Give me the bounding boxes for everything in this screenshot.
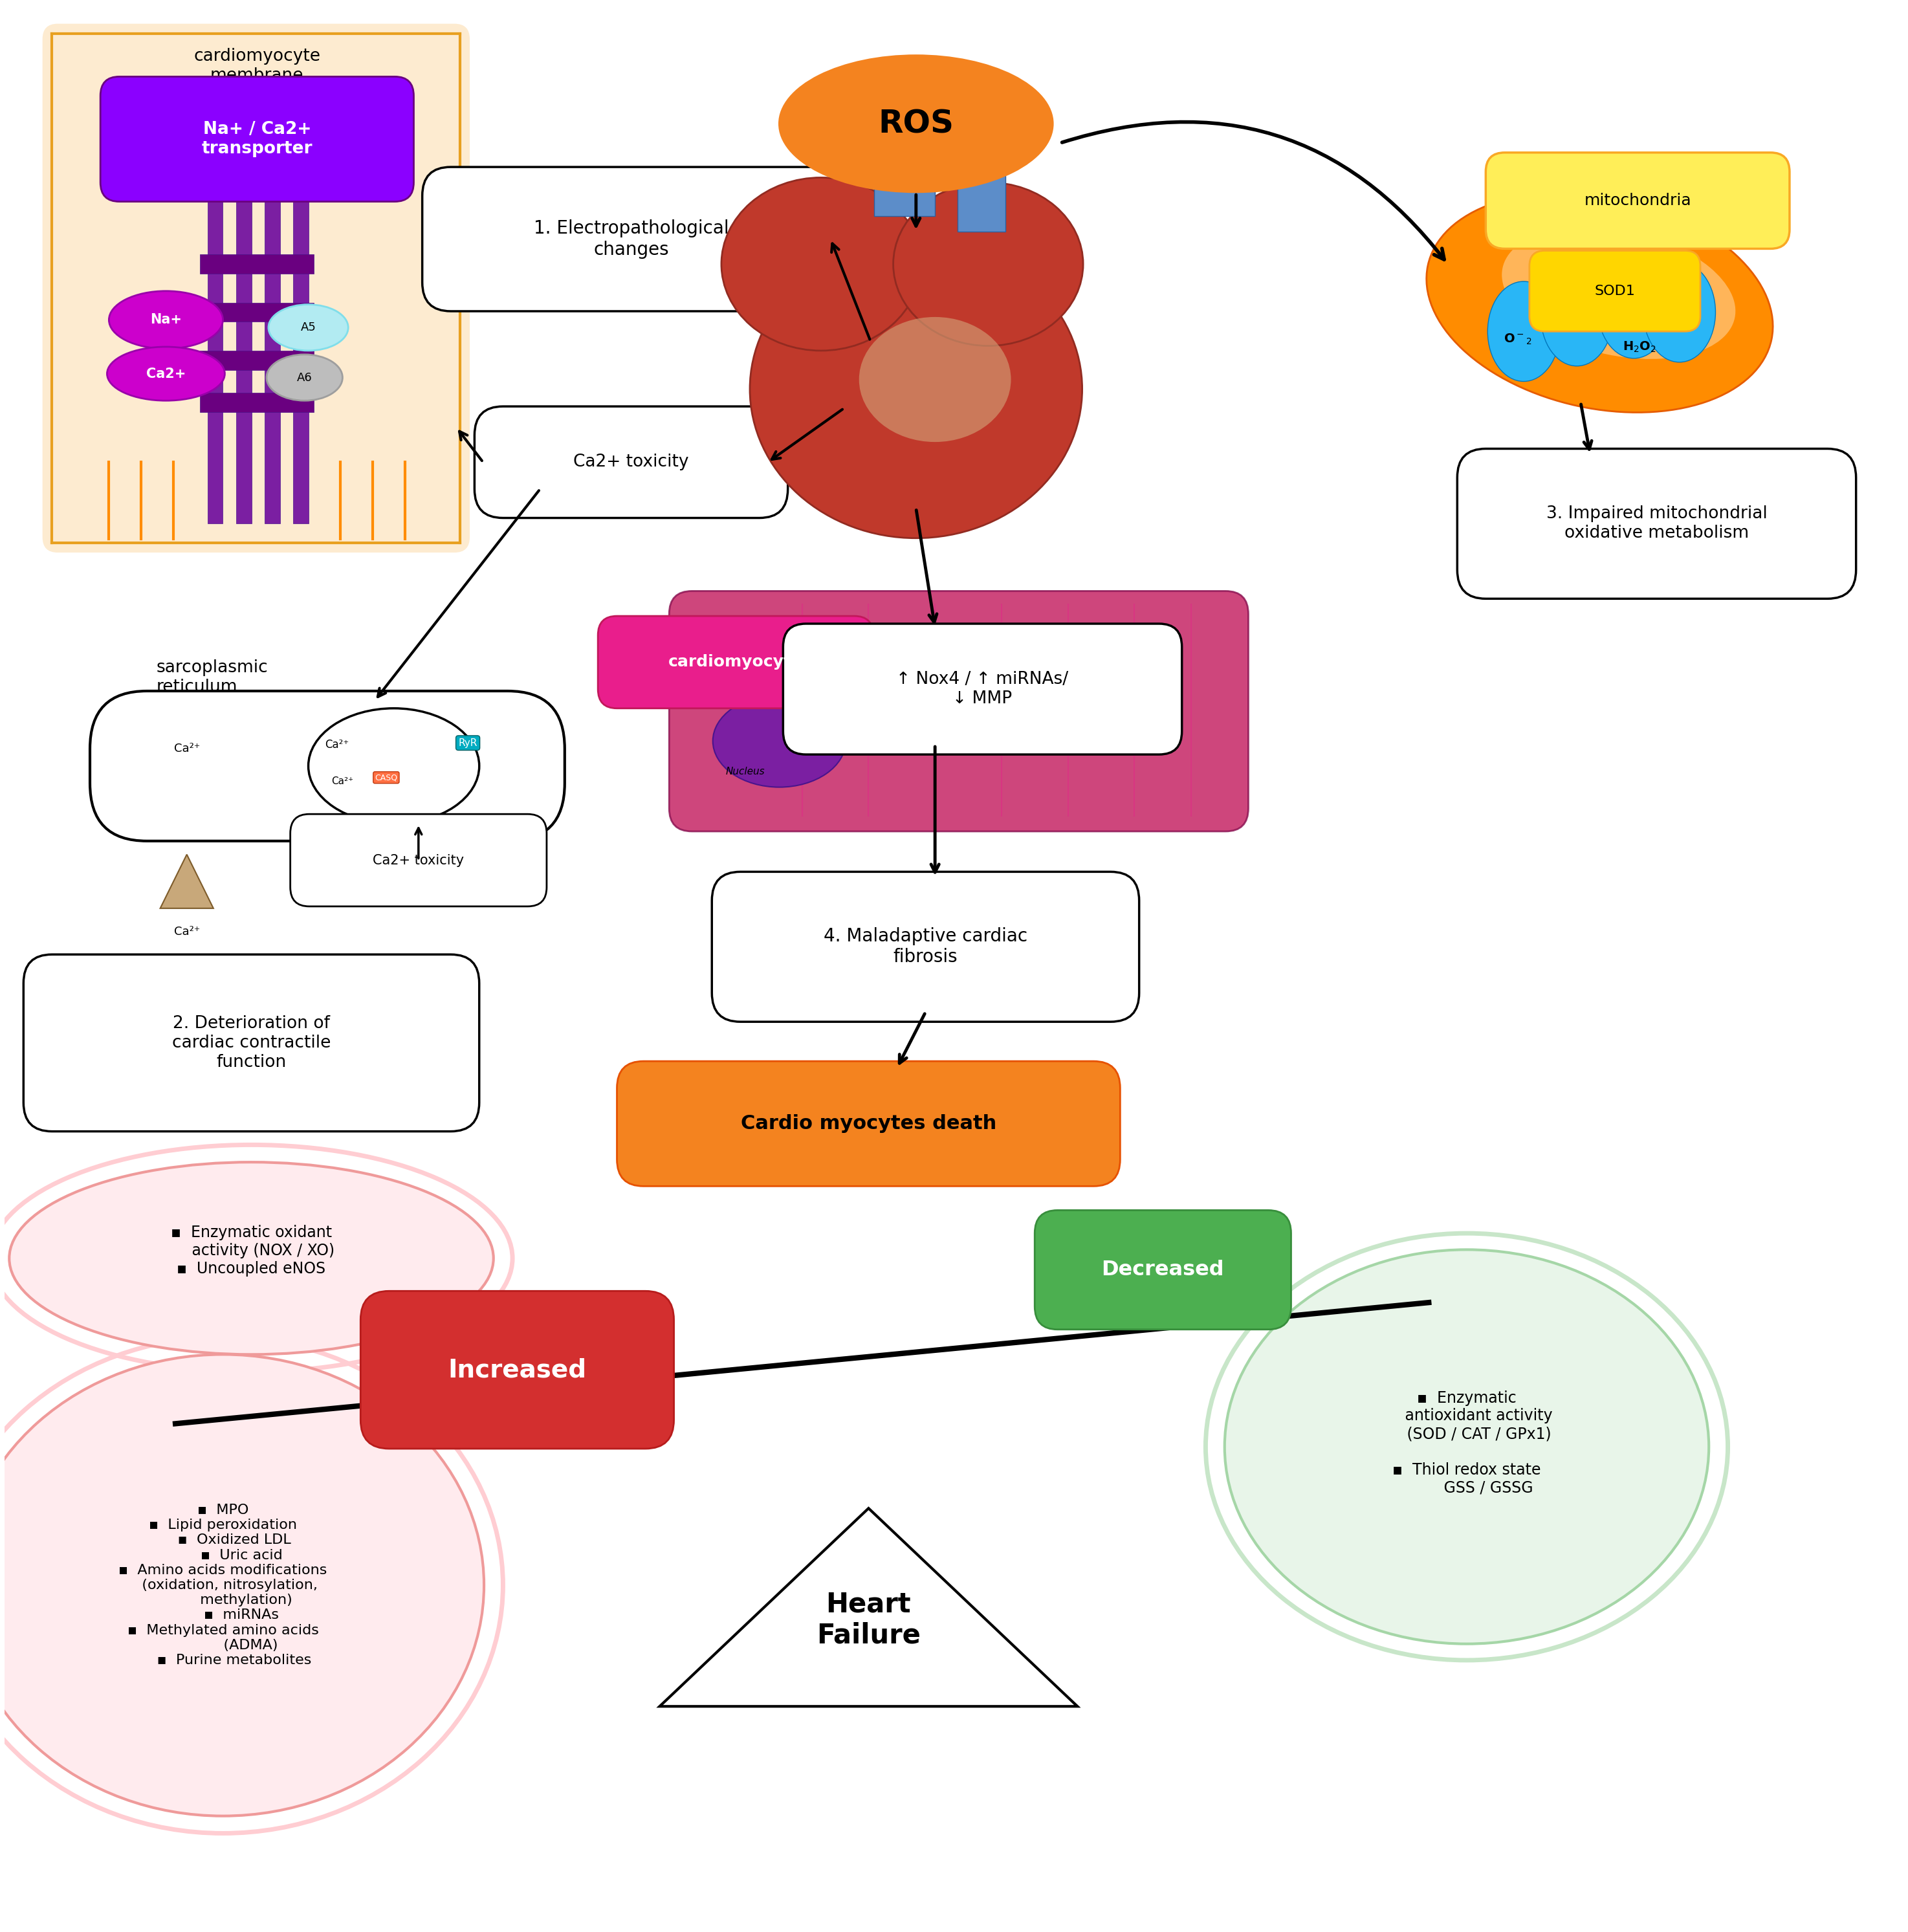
Text: Increased: Increased: [448, 1358, 586, 1381]
FancyBboxPatch shape: [361, 1291, 674, 1449]
Text: Decreased: Decreased: [1101, 1260, 1225, 1279]
Ellipse shape: [859, 317, 1011, 442]
Bar: [208, 197, 223, 524]
Text: Cardio myocytes death: Cardio myocytes death: [740, 1115, 996, 1132]
Ellipse shape: [778, 54, 1053, 193]
Text: Heart
Failure: Heart Failure: [817, 1590, 920, 1650]
Text: cardiomyocyte: cardiomyocyte: [668, 655, 803, 670]
Ellipse shape: [893, 182, 1084, 346]
Text: Ca²⁺: Ca²⁺: [332, 777, 353, 786]
Text: 1. Electropathological
changes: 1. Electropathological changes: [534, 220, 729, 259]
Text: Na+ / Ca2+
transporter: Na+ / Ca2+ transporter: [202, 122, 313, 156]
Text: Na+: Na+: [151, 313, 181, 327]
Text: A6: A6: [298, 371, 313, 383]
Text: mitochondria: mitochondria: [1584, 193, 1690, 209]
Ellipse shape: [1225, 1250, 1710, 1644]
FancyBboxPatch shape: [670, 591, 1248, 831]
Ellipse shape: [269, 305, 349, 350]
FancyBboxPatch shape: [90, 692, 565, 840]
Ellipse shape: [714, 696, 845, 786]
Text: Ca²⁺: Ca²⁺: [174, 925, 200, 937]
Ellipse shape: [1502, 226, 1736, 359]
Text: Ca²⁺: Ca²⁺: [324, 740, 349, 752]
Bar: [874, 100, 935, 216]
Text: SOD1: SOD1: [1595, 284, 1635, 298]
Ellipse shape: [1427, 193, 1773, 412]
Ellipse shape: [750, 240, 1082, 539]
Ellipse shape: [309, 709, 479, 823]
Text: Ca2+: Ca2+: [147, 367, 185, 381]
FancyBboxPatch shape: [616, 1061, 1120, 1186]
FancyBboxPatch shape: [712, 871, 1139, 1022]
Text: Ca2+ toxicity: Ca2+ toxicity: [574, 454, 689, 471]
Ellipse shape: [1597, 259, 1669, 357]
Bar: [958, 126, 1006, 232]
Ellipse shape: [721, 178, 922, 350]
Text: H$_2$O$_2$: H$_2$O$_2$: [1624, 340, 1656, 354]
Text: 3. Impaired mitochondrial
oxidative metabolism: 3. Impaired mitochondrial oxidative meta…: [1545, 506, 1767, 541]
FancyBboxPatch shape: [782, 624, 1181, 755]
FancyBboxPatch shape: [1486, 153, 1790, 249]
Bar: [237, 197, 252, 524]
Text: Nucleus: Nucleus: [725, 767, 765, 777]
Ellipse shape: [1542, 267, 1612, 365]
Ellipse shape: [10, 1163, 494, 1354]
Polygon shape: [160, 854, 214, 908]
FancyBboxPatch shape: [23, 954, 479, 1132]
Bar: [200, 392, 315, 412]
Bar: [200, 350, 315, 369]
FancyBboxPatch shape: [42, 23, 469, 553]
Text: ▪  Enzymatic oxidant
     activity (NOX / XO)
▪  Uncoupled eNOS: ▪ Enzymatic oxidant activity (NOX / XO) …: [168, 1225, 336, 1277]
FancyBboxPatch shape: [101, 77, 414, 201]
Text: cardiomyocyte
membrane: cardiomyocyte membrane: [193, 48, 321, 85]
FancyBboxPatch shape: [475, 406, 788, 518]
Polygon shape: [660, 1509, 1078, 1706]
Ellipse shape: [267, 354, 343, 400]
Text: CASQ: CASQ: [374, 773, 397, 782]
FancyBboxPatch shape: [1034, 1209, 1292, 1329]
FancyBboxPatch shape: [422, 166, 840, 311]
Text: ↑ Nox4 / ↑ miRNAs/
↓ MMP: ↑ Nox4 / ↑ miRNAs/ ↓ MMP: [897, 670, 1068, 707]
Bar: [294, 197, 309, 524]
FancyBboxPatch shape: [1458, 448, 1856, 599]
Ellipse shape: [1488, 282, 1559, 381]
Ellipse shape: [107, 346, 225, 400]
Ellipse shape: [109, 292, 223, 348]
Text: ▪  MPO
▪  Lipid peroxidation
     ▪  Oxidized LDL
        ▪  Uric acid
▪  Amino : ▪ MPO ▪ Lipid peroxidation ▪ Oxidized LD…: [118, 1503, 326, 1667]
Ellipse shape: [0, 1354, 485, 1816]
Bar: [200, 255, 315, 274]
Text: A5: A5: [301, 323, 317, 334]
Text: ROS: ROS: [878, 108, 954, 139]
Text: RyR: RyR: [458, 738, 477, 748]
Text: ▪  Enzymatic
     antioxidant activity
     (SOD / CAT / GPx1)

▪  Thiol redox s: ▪ Enzymatic antioxidant activity (SOD / …: [1381, 1391, 1553, 1495]
Ellipse shape: [1643, 263, 1715, 361]
Bar: [200, 303, 315, 323]
FancyBboxPatch shape: [290, 813, 548, 906]
Text: Ca²⁺: Ca²⁺: [174, 744, 200, 755]
Text: 4. Maladaptive cardiac
fibrosis: 4. Maladaptive cardiac fibrosis: [824, 927, 1027, 966]
Text: 2. Deterioration of
cardiac contractile
function: 2. Deterioration of cardiac contractile …: [172, 1014, 330, 1070]
Text: O$^-$$_2$: O$^-$$_2$: [1504, 332, 1532, 346]
FancyBboxPatch shape: [1530, 251, 1700, 332]
FancyBboxPatch shape: [597, 616, 874, 709]
Bar: [265, 197, 280, 524]
Text: sarcoplasmic
reticulum: sarcoplasmic reticulum: [156, 659, 269, 696]
Text: Ca2+ toxicity: Ca2+ toxicity: [372, 854, 464, 867]
